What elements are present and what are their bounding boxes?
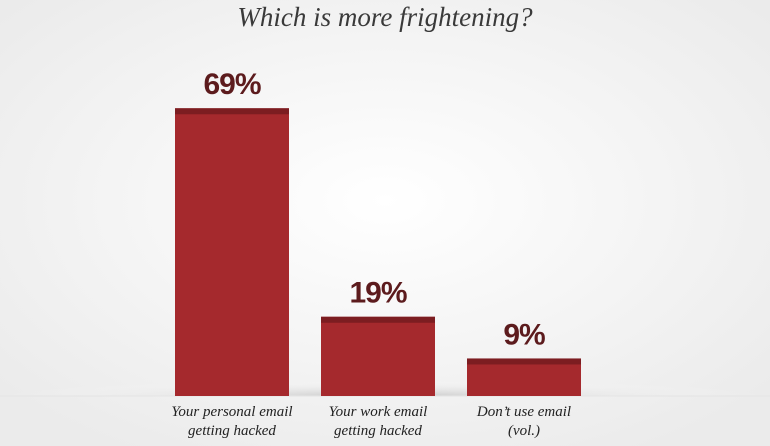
x-tick-label-line: getting hacked xyxy=(188,423,276,439)
bar-group xyxy=(321,316,435,396)
bar xyxy=(175,108,289,397)
x-tick-label-line: Your work email xyxy=(329,404,428,420)
bar-group xyxy=(175,108,289,397)
bar-group xyxy=(467,358,581,396)
bar-cap xyxy=(467,358,581,365)
bar-cap xyxy=(175,108,289,115)
value-label: 9% xyxy=(503,318,545,351)
x-tick-label: Don’t use email (vol.) xyxy=(476,404,571,439)
bar xyxy=(467,358,581,396)
x-tick-label-line: Don’t use email xyxy=(476,404,571,420)
x-tick-label: Your work email getting hacked xyxy=(329,404,428,439)
x-tick-label: Your personal email getting hacked xyxy=(171,404,292,439)
bar xyxy=(321,316,435,396)
x-tick-label-line: (vol.) xyxy=(508,423,540,439)
value-label: 69% xyxy=(203,68,260,101)
x-tick-label-line: Your personal email xyxy=(171,404,292,420)
value-label: 19% xyxy=(349,277,406,310)
chart-title: Which is more frightening? xyxy=(237,2,533,32)
bar-cap xyxy=(321,316,435,323)
x-tick-label-line: getting hacked xyxy=(334,423,422,439)
